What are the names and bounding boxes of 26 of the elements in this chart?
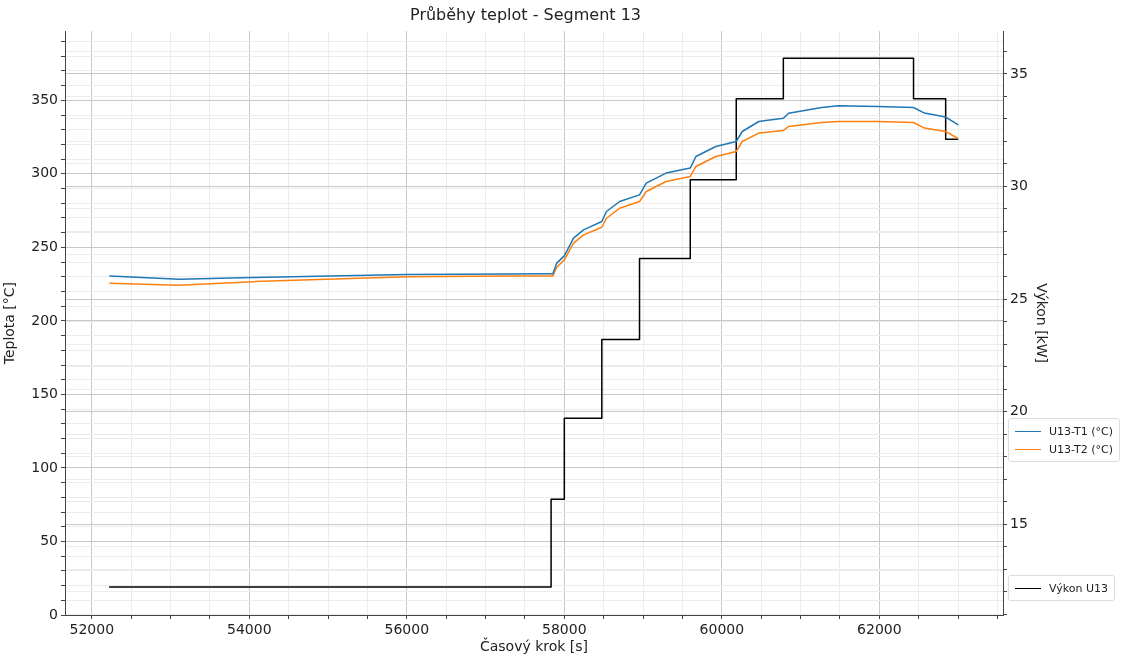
y-tick-label: 350 <box>31 90 58 107</box>
y-tick-label: 200 <box>31 311 58 328</box>
y-tick-label: 50 <box>40 532 58 549</box>
legend-label: Výkon U13 <box>1049 581 1108 595</box>
x-axis-title: Časový krok [s] <box>479 637 589 655</box>
y2-tick-label: 30 <box>1010 177 1028 194</box>
y2-tick-label: 15 <box>1010 514 1028 531</box>
x-tick-label: 60000 <box>699 621 745 638</box>
y-tick-label: 150 <box>31 385 58 402</box>
chart-title: Průběhy teplot - Segment 13 <box>410 4 641 24</box>
y-tick-label: 300 <box>31 164 58 181</box>
y-tick-label: 0 <box>49 605 58 622</box>
y2-tick-label: 20 <box>1010 402 1028 419</box>
x-tick-label: 58000 <box>542 621 587 638</box>
y2-tick-label: 35 <box>1010 64 1028 81</box>
legend-label: U13-T2 (°C) <box>1049 442 1113 456</box>
x-tick-label: 56000 <box>384 621 430 638</box>
y-axis-title: Teplota [°C] <box>1 281 18 366</box>
x-tick-label: 54000 <box>227 621 272 638</box>
y2-tick-label: 25 <box>1010 289 1028 306</box>
y-tick-label: 100 <box>31 458 58 475</box>
x-tick-label: 62000 <box>857 621 902 638</box>
y-tick-label: 250 <box>31 238 58 255</box>
legend-label: U13-T1 (°C) <box>1049 424 1113 438</box>
x-tick-label: 52000 <box>69 621 115 638</box>
y2-axis-title: Výkon [kW] <box>1033 283 1050 364</box>
